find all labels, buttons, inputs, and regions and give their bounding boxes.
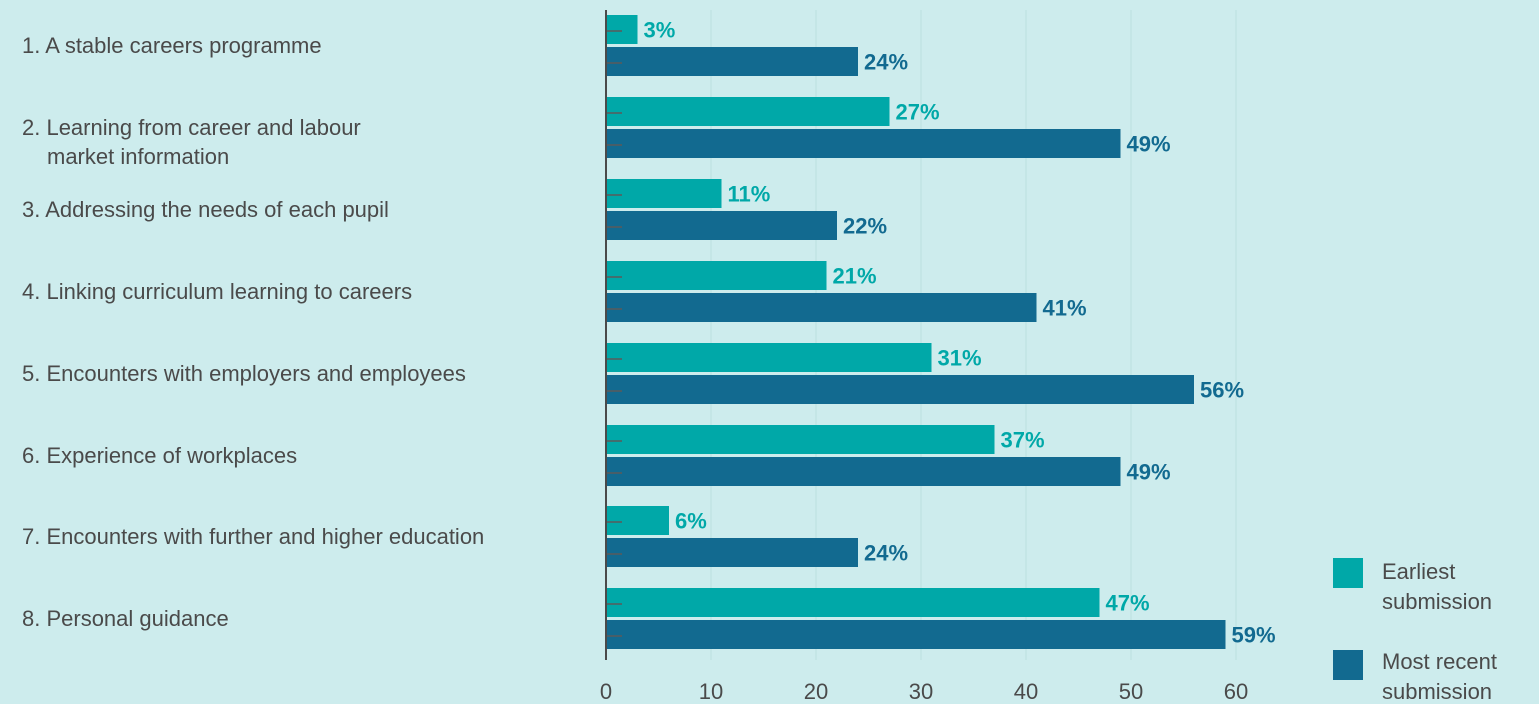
bar-most-recent (606, 293, 1037, 322)
bar-earliest (606, 261, 827, 290)
category-label: 2. Learning from career and labour market… (22, 115, 361, 169)
bar-earliest (606, 425, 995, 454)
data-label: 27% (896, 100, 940, 125)
category-label: 7. Encounters with further and higher ed… (22, 524, 484, 549)
x-tick-label: 30 (909, 679, 933, 704)
x-tick-label: 60 (1224, 679, 1248, 704)
legend-swatch-most-recent (1333, 650, 1363, 680)
data-label: 59% (1232, 623, 1276, 648)
bar-earliest (606, 179, 722, 208)
bars (606, 15, 1226, 649)
bar-most-recent (606, 129, 1121, 158)
legend: Earliest submission Most recent submission (1333, 558, 1497, 704)
data-label: 11% (728, 182, 771, 207)
legend-swatch-earliest (1333, 558, 1363, 588)
bar-most-recent (606, 538, 858, 567)
bar-earliest (606, 506, 669, 535)
bar-earliest (606, 343, 932, 372)
category-label: 1. A stable careers programme (22, 33, 322, 58)
legend-label: Most recent submission (1382, 649, 1497, 704)
bar-earliest (606, 588, 1100, 617)
data-label: 22% (843, 214, 887, 239)
bar-most-recent (606, 211, 837, 240)
labels: 0 10 20 30 40 50 60 3% 27% 11% 21% 31% 37% 6% 47% 24% 49… (22, 18, 1276, 704)
x-tick-label: 0 (600, 679, 612, 704)
bar-earliest (606, 15, 638, 44)
data-label: 49% (1127, 132, 1171, 157)
x-tick-label: 20 (804, 679, 828, 704)
legend-label: Earliest submission (1382, 559, 1492, 614)
category-label: 3. Addressing the needs of each pupil (22, 197, 389, 222)
data-label: 49% (1127, 460, 1171, 485)
data-label: 24% (864, 50, 908, 75)
category-label: 5. Encounters with employers and employe… (22, 361, 466, 386)
axes (605, 10, 622, 660)
category-label: 8. Personal guidance (22, 606, 229, 631)
bar-earliest (606, 97, 890, 126)
data-label: 24% (864, 541, 908, 566)
data-label: 3% (644, 18, 676, 43)
x-tick-label: 10 (699, 679, 723, 704)
bar-most-recent (606, 47, 858, 76)
data-label: 37% (1001, 428, 1045, 453)
bar-most-recent (606, 375, 1194, 404)
category-label: 6. Experience of workplaces (22, 443, 297, 468)
bar-most-recent (606, 457, 1121, 486)
data-label: 41% (1043, 296, 1087, 321)
data-label: 56% (1200, 378, 1244, 403)
data-label: 31% (938, 346, 982, 371)
data-label: 21% (833, 264, 877, 289)
category-label: 4. Linking curriculum learning to career… (22, 279, 412, 304)
data-label: 6% (675, 509, 707, 534)
bar-most-recent (606, 620, 1226, 649)
data-label: 47% (1106, 591, 1150, 616)
x-tick-label: 40 (1014, 679, 1038, 704)
x-tick-label: 50 (1119, 679, 1143, 704)
